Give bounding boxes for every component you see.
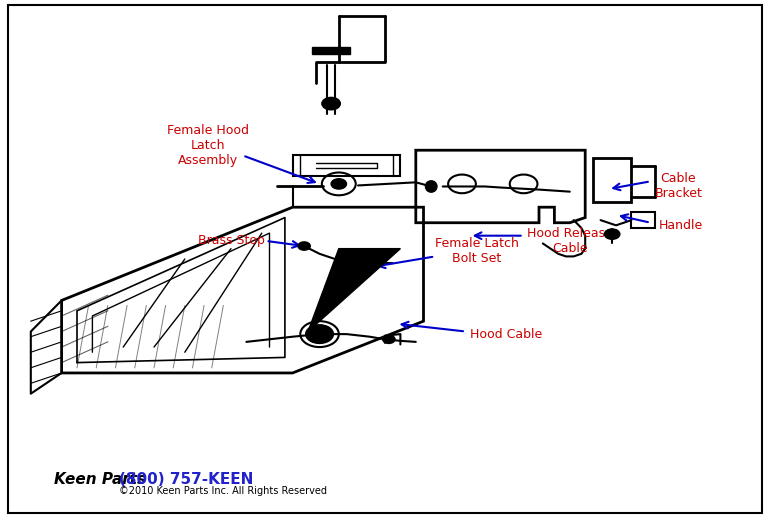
Circle shape: [322, 97, 340, 110]
Text: Hood Release
Cable: Hood Release Cable: [527, 227, 614, 255]
Text: Female Latch
Bolt Set: Female Latch Bolt Set: [435, 237, 519, 265]
Bar: [312, 47, 350, 54]
Ellipse shape: [426, 181, 437, 192]
Circle shape: [306, 325, 333, 343]
Circle shape: [604, 229, 620, 239]
Text: Brass Stop: Brass Stop: [198, 234, 264, 248]
Text: Female Hood
Latch
Assembly: Female Hood Latch Assembly: [167, 123, 249, 167]
Circle shape: [298, 242, 310, 250]
Circle shape: [383, 335, 395, 343]
Circle shape: [331, 179, 347, 189]
Polygon shape: [308, 249, 400, 332]
Text: Cable
Bracket: Cable Bracket: [654, 172, 702, 200]
Text: Keen Parts: Keen Parts: [54, 472, 146, 486]
Text: (800) 757-KEEN: (800) 757-KEEN: [119, 472, 254, 486]
Text: Handle: Handle: [658, 219, 702, 232]
Text: ©2010 Keen Parts Inc. All Rights Reserved: ©2010 Keen Parts Inc. All Rights Reserve…: [119, 486, 327, 496]
Text: Hood Cable: Hood Cable: [470, 327, 542, 341]
